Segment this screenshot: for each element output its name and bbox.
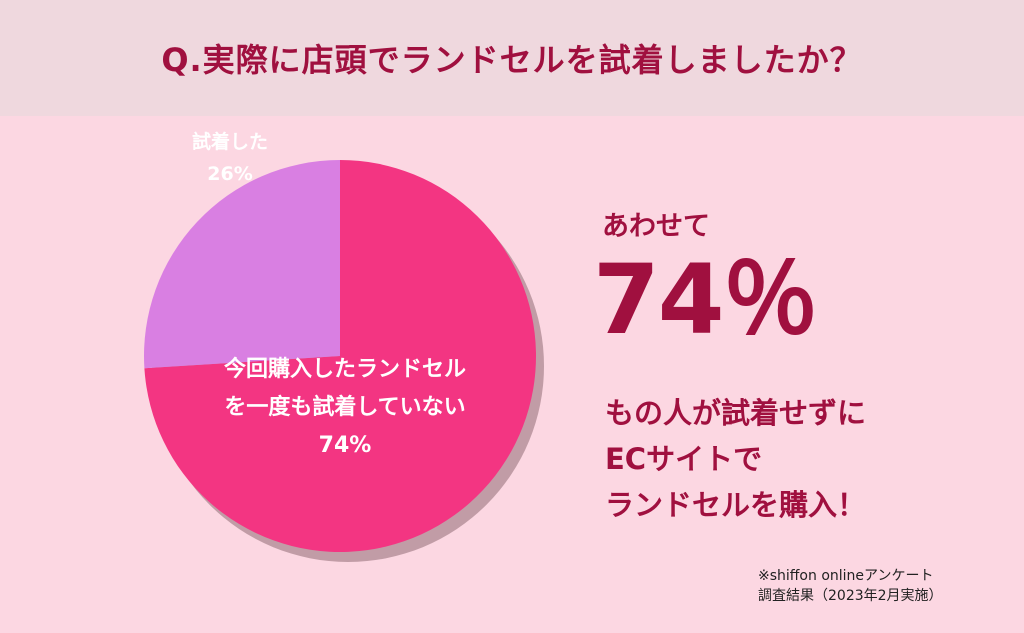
summary-message: もの人が試着せずに ECサイトで ランドセルを購入！ xyxy=(605,390,866,528)
summary-lead: あわせて xyxy=(602,211,710,242)
slice-label-1-line-2: 74% xyxy=(319,433,372,458)
title-banner: Q.実際に店頭でランドセルを試着しましたか？ xyxy=(0,0,1024,116)
question-title: Q.実際に店頭でランドセルを試着しましたか？ xyxy=(161,41,863,79)
summary-line-1: もの人が試着せずに xyxy=(605,396,867,430)
pie-slice-1 xyxy=(144,160,537,552)
note-line-1: ※shiffon onlineアンケート xyxy=(758,568,934,584)
slice-label-0-line-0: 試着した xyxy=(192,130,268,153)
survey-note: ※shiffon onlineアンケート 調査結果（2023年2月実施） xyxy=(758,566,943,606)
summary-percent: 74％ xyxy=(593,244,819,356)
summary-line-2: ECサイトで xyxy=(605,442,763,476)
slice-label-1-line-1: を一度も試着していない xyxy=(224,394,465,420)
slice-label-1-line-0: 今回購入したランドセル xyxy=(224,356,466,382)
note-line-2: 調査結果（2023年2月実施） xyxy=(758,588,943,604)
summary-line-3: ランドセルを購入！ xyxy=(605,488,867,522)
pie-slice-0 xyxy=(144,160,340,369)
slice-label-0-line-1: 26% xyxy=(207,163,252,185)
